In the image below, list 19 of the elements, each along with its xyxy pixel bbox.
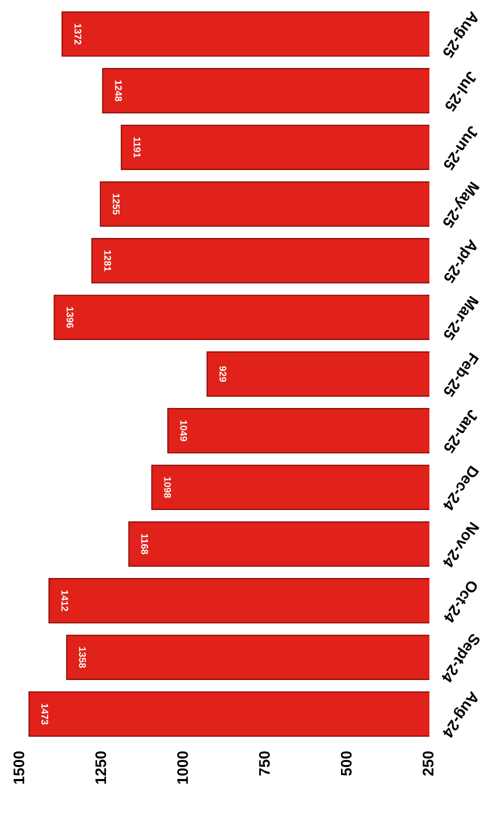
data-label: 1396 [66, 307, 74, 328]
x-tick-label: 1250 [95, 751, 106, 784]
data-label: 929 [219, 366, 226, 382]
data-label: 1255 [112, 194, 120, 215]
x-tick-label: 1000 [177, 751, 188, 784]
x-tick-label: 250 [422, 751, 434, 776]
data-label: 1412 [61, 590, 68, 612]
data-label: 1358 [78, 647, 86, 668]
data-label: 1372 [74, 24, 82, 44]
x-tick-label: 500 [340, 751, 352, 776]
data-label: 1248 [115, 80, 122, 102]
x-tick-label: 750 [259, 751, 270, 776]
data-label: 1473 [41, 704, 48, 724]
data-label: 1191 [134, 137, 141, 158]
data-label: 1049 [180, 420, 188, 442]
x-tick-label: 1500 [13, 751, 24, 784]
data-label: 1168 [141, 534, 148, 554]
data-label: 1281 [104, 250, 112, 272]
data-label: 1098 [164, 477, 171, 498]
